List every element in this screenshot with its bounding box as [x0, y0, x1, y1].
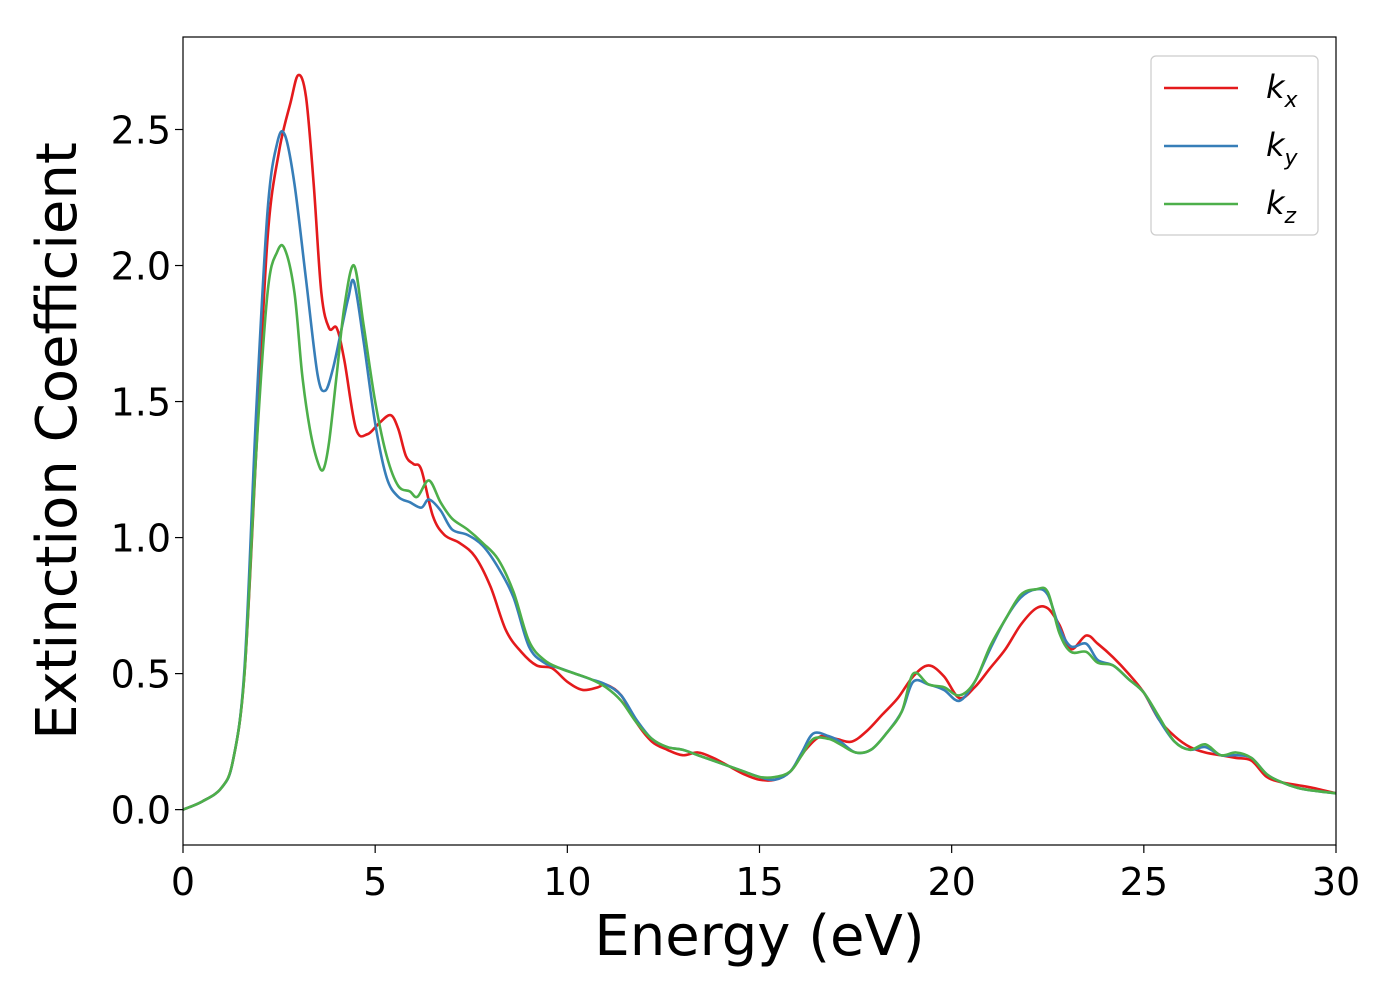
y-tick-label: 0.0: [111, 789, 171, 833]
legend-label-x: kx: [1266, 68, 1299, 113]
x-tick-label: 25: [1120, 860, 1168, 904]
y-tick-label: 2.0: [111, 245, 171, 289]
x-tick-label: 5: [363, 860, 387, 904]
y-tick-label: 1.5: [111, 381, 171, 425]
x-axis-label: Energy (eV): [594, 904, 924, 969]
x-axis: 0 5 10 15 20 25 30: [171, 845, 1360, 904]
x-tick-label: 20: [927, 860, 975, 904]
x-tick-label: 30: [1312, 860, 1360, 904]
y-tick-label: 0.5: [111, 653, 171, 697]
x-tick-label: 10: [543, 860, 591, 904]
y-tick-label: 2.5: [111, 108, 171, 152]
series-line-k-z: [182, 243, 1337, 811]
x-tick-label: 0: [171, 860, 195, 904]
series-layer: [182, 73, 1337, 811]
y-tick-label: 1.0: [111, 517, 171, 561]
x-tick-label: 15: [735, 860, 783, 904]
legend-label-z: kz: [1266, 184, 1297, 229]
legend: kx ky kz: [1150, 55, 1319, 236]
legend-label-y: ky: [1266, 126, 1299, 171]
y-axis: 0.0 0.5 1.0 1.5 2.0 2.5: [111, 108, 183, 833]
y-axis-label: Extinction Coefficient: [25, 142, 90, 740]
series-line-k-x: [182, 73, 1337, 811]
